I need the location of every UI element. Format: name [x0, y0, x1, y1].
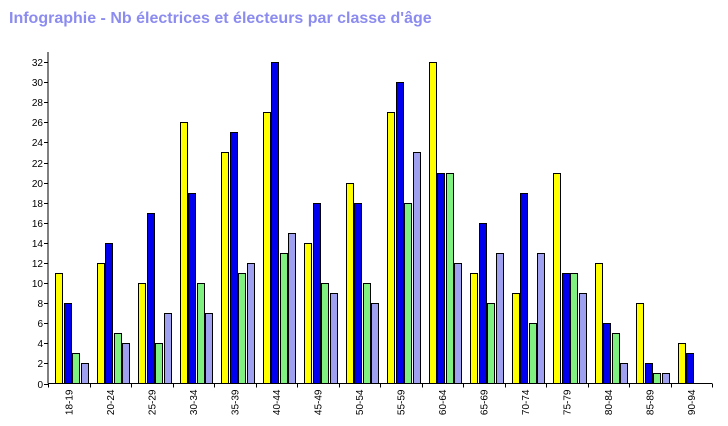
bar — [446, 173, 454, 384]
y-tick-label: 28 — [32, 98, 44, 109]
bar — [247, 263, 255, 384]
bar — [114, 333, 122, 384]
bar — [122, 343, 130, 384]
x-tick-label: 85-89 — [645, 389, 656, 415]
chart-title: Infographie - Nb électrices et électeurs… — [9, 10, 432, 27]
bar — [429, 62, 437, 384]
y-tick-label: 30 — [32, 78, 44, 89]
y-tick-label: 16 — [32, 219, 44, 230]
bar — [321, 283, 329, 384]
y-tick-label: 2 — [37, 359, 43, 370]
bar — [197, 283, 205, 384]
bar — [437, 173, 445, 384]
x-tick-label: 50-54 — [355, 389, 366, 415]
bar — [579, 293, 587, 384]
bar — [620, 363, 628, 384]
bar — [487, 303, 495, 384]
x-tick-label: 20-24 — [106, 389, 117, 415]
bar — [529, 323, 537, 384]
bar — [645, 363, 653, 384]
bar — [221, 152, 229, 384]
bar — [678, 343, 686, 384]
bar — [180, 122, 188, 384]
bar — [147, 213, 155, 384]
x-tick-label: 18-19 — [64, 389, 75, 415]
bar — [612, 333, 620, 384]
y-tick-label: 24 — [32, 138, 44, 149]
x-tick-label: 80-84 — [604, 389, 615, 415]
bar — [387, 112, 395, 384]
y-tick-label: 10 — [32, 279, 44, 290]
bar — [354, 203, 362, 384]
bar — [553, 173, 561, 384]
bar — [595, 263, 603, 384]
x-tick-label: 25-29 — [147, 389, 158, 415]
x-tick-label: 35-39 — [230, 389, 241, 415]
bar — [304, 243, 312, 384]
bar — [313, 203, 321, 384]
bar — [55, 273, 63, 384]
y-tick-label: 20 — [32, 179, 44, 190]
y-tick-label: 14 — [32, 239, 44, 250]
y-tick-label: 22 — [32, 159, 44, 170]
bar — [72, 353, 80, 384]
bar — [280, 253, 288, 384]
x-tick-label: 55-59 — [396, 389, 407, 415]
x-tick-label: 30-34 — [189, 389, 200, 415]
bar — [470, 273, 478, 384]
y-tick-label: 6 — [37, 319, 43, 330]
x-tick-label: 75-79 — [562, 389, 573, 415]
bar — [330, 293, 338, 384]
y-tick-label: 18 — [32, 199, 44, 210]
bar — [570, 273, 578, 384]
bar — [238, 273, 246, 384]
bar — [138, 283, 146, 384]
bar — [636, 303, 644, 384]
bar — [520, 193, 528, 384]
bar — [346, 183, 354, 384]
x-tick-label: 70-74 — [521, 389, 532, 415]
bar — [496, 253, 504, 384]
bar — [562, 273, 570, 384]
bar — [479, 223, 487, 384]
bar — [413, 152, 421, 384]
bar — [404, 203, 412, 384]
bar — [164, 313, 172, 384]
bar — [363, 283, 371, 384]
bar — [97, 263, 105, 384]
bar — [396, 82, 404, 384]
bar — [371, 303, 379, 384]
x-tick-label: 65-69 — [479, 389, 490, 415]
bar — [155, 343, 163, 384]
y-tick-label: 32 — [32, 58, 44, 69]
bar — [205, 313, 213, 384]
x-tick-label: 45-49 — [313, 389, 324, 415]
bar — [105, 243, 113, 384]
y-tick-label: 12 — [32, 259, 44, 270]
bar — [653, 373, 661, 384]
bar — [603, 323, 611, 384]
y-tick-label: 26 — [32, 118, 44, 129]
bar — [288, 233, 296, 384]
bar — [81, 363, 89, 384]
x-tick-label: 60-64 — [438, 389, 449, 415]
bar — [271, 62, 279, 384]
y-tick-label: 8 — [37, 299, 43, 310]
bar — [537, 253, 545, 384]
bar — [230, 132, 238, 384]
y-tick-label: 4 — [37, 339, 43, 350]
x-tick-label: 40-44 — [272, 389, 283, 415]
bar — [686, 353, 694, 384]
bar — [188, 193, 196, 384]
bar — [662, 373, 670, 384]
bar — [263, 112, 271, 384]
bar — [454, 263, 462, 384]
bar — [512, 293, 520, 384]
y-tick-label: 0 — [37, 380, 43, 391]
bar — [64, 303, 72, 384]
x-tick-label: 90-94 — [687, 389, 698, 415]
